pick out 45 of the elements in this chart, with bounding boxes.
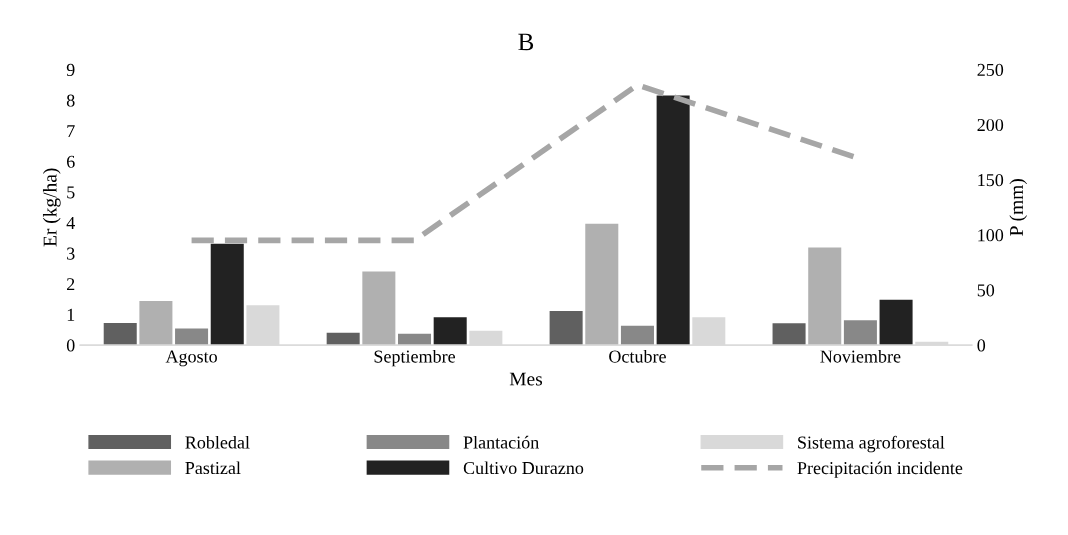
y-tick-label: 6 — [66, 155, 75, 168]
legend-label: Cultivo Durazno — [463, 461, 584, 475]
y-tick-label: 8 — [66, 94, 75, 107]
y2-axis-title: P (mm) — [1009, 179, 1028, 236]
bar — [139, 300, 173, 346]
bar — [210, 243, 244, 346]
x-tick-label: Octubre — [609, 349, 666, 363]
y2-tick-label: 250 — [977, 63, 1004, 76]
chart-title: B — [518, 33, 534, 51]
bar — [433, 317, 467, 346]
y2-tick-label: 100 — [978, 229, 1004, 242]
bar — [772, 323, 806, 346]
y2-tick-label: 0 — [977, 339, 986, 352]
y-axis-title: Er (kg/ha) — [42, 168, 61, 247]
y2-tick-label: 50 — [977, 284, 995, 297]
bar — [808, 247, 842, 346]
y-tick-label: 2 — [67, 278, 75, 291]
y-tick-label: 5 — [67, 186, 75, 199]
legend-label: Robledal — [185, 435, 250, 449]
y-tick-label: 7 — [67, 125, 75, 138]
y-tick-label: 4 — [66, 217, 75, 229]
bar — [585, 223, 619, 346]
y-tick-label: 1 — [67, 308, 75, 321]
y-tick-label: 3 — [67, 247, 75, 260]
bar — [879, 299, 913, 346]
legend-label: Precipitación incidente — [797, 461, 963, 478]
y-tick-label: 9 — [66, 63, 75, 76]
bar — [549, 311, 583, 346]
bar — [362, 271, 396, 346]
x-tick-label: Septiembre — [374, 349, 456, 367]
bar — [326, 332, 360, 346]
x-tick-label: Agosto — [165, 350, 217, 367]
bar — [175, 328, 209, 346]
legend-label: Plantación — [463, 435, 539, 449]
bar — [656, 95, 690, 346]
y-tick-label: 0 — [66, 339, 75, 352]
y2-tick-label: 200 — [977, 118, 1004, 132]
y2-tick-label: 150 — [978, 174, 1004, 187]
bar — [103, 323, 137, 346]
legend-label: Pastizal — [185, 461, 241, 475]
legend-label: Sistema agroforestal — [798, 435, 945, 453]
x-tick-label: Noviembre — [820, 349, 901, 363]
x-axis-title: Mes — [509, 372, 543, 386]
bar — [843, 320, 877, 346]
bar — [620, 325, 654, 346]
